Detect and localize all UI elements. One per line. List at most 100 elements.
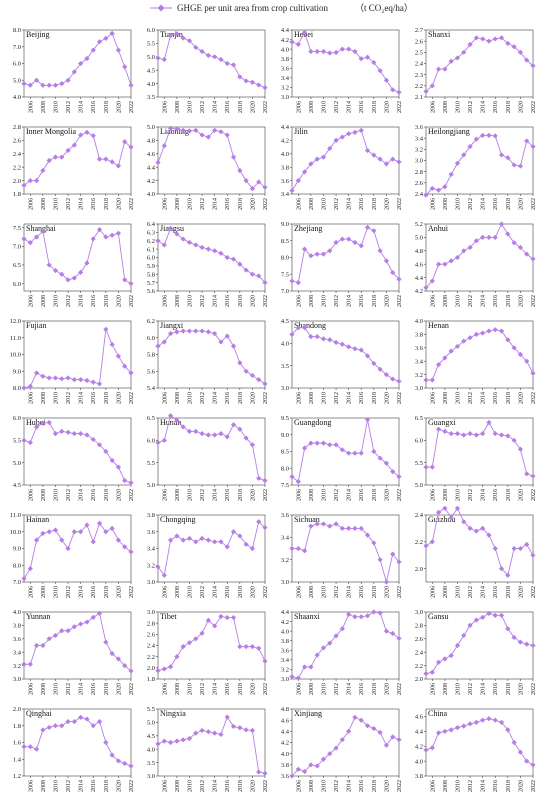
data-point-diamond: [505, 433, 511, 439]
data-point-diamond: [21, 744, 27, 750]
data-point-diamond: [174, 417, 180, 423]
data-point-diamond: [161, 666, 167, 672]
data-point-diamond: [103, 639, 109, 645]
data-point-diamond: [115, 537, 122, 543]
x-tick-label: 2010: [187, 586, 193, 598]
data-point-diamond: [71, 529, 77, 535]
x-tick-label: 2020: [116, 198, 122, 210]
data-point-diamond: [224, 254, 230, 261]
data-point-diamond: [40, 228, 46, 235]
x-tick-label: 2018: [506, 295, 512, 307]
data-point-diamond: [237, 725, 243, 731]
x-tick-label: 2016: [493, 683, 499, 695]
data-point-diamond: [480, 431, 486, 437]
data-point-diamond: [289, 39, 295, 45]
x-tick-label: 2012: [200, 392, 206, 404]
x-tick-label: 2016: [359, 392, 365, 404]
data-point-diamond: [371, 448, 377, 455]
y-tick-label: 3.0: [415, 609, 423, 616]
data-point-diamond: [174, 126, 180, 132]
y-tick-label: 2.8: [415, 169, 423, 176]
x-tick-label: 2010: [187, 198, 193, 210]
data-point-diamond: [339, 737, 345, 743]
y-tick-label: 8.0: [13, 27, 21, 34]
x-tick-label: 2010: [455, 198, 461, 210]
data-point-diamond: [352, 129, 358, 135]
data-point-diamond: [339, 341, 345, 347]
y-tick-label: 3.0: [281, 385, 289, 392]
x-tick-label: 2016: [225, 101, 231, 113]
x-tick-label: 2012: [66, 101, 72, 113]
data-point-diamond: [128, 370, 134, 376]
data-point-diamond: [467, 721, 473, 727]
y-tick-label: 2.1: [415, 94, 423, 101]
y-tick-label: 9.5: [281, 415, 289, 422]
data-point-diamond: [33, 370, 40, 376]
y-tick-label: 6.2: [147, 318, 155, 325]
y-tick-label: 3.4: [281, 657, 290, 664]
data-point-diamond: [230, 62, 237, 68]
x-tick-label: 2014: [481, 683, 487, 695]
data-point-diamond: [262, 184, 268, 190]
data-point-diamond: [256, 475, 262, 481]
data-point-diamond: [295, 325, 301, 331]
data-point-diamond: [346, 525, 352, 531]
y-tick-label: 7.5: [13, 225, 21, 232]
data-point-diamond: [174, 738, 180, 744]
x-tick-label: 2008: [309, 780, 315, 792]
panel: Hainan 7.0 8.0 9.0 10.0 11.0 2006 2008 2010 2012 2…: [10, 512, 135, 598]
data-point-diamond: [155, 343, 161, 349]
data-point-diamond: [71, 624, 77, 630]
data-point-diamond: [167, 413, 174, 419]
x-tick-label: 2008: [309, 295, 315, 307]
y-tick-label: 3.2: [281, 557, 289, 564]
legend-unit: （t CO₂eq/ha）: [355, 3, 413, 13]
x-tick-label: 2016: [91, 586, 97, 598]
data-point-diamond: [109, 752, 115, 758]
data-point-diamond: [205, 52, 211, 59]
data-point-diamond: [262, 85, 268, 91]
data-point-diamond: [65, 147, 71, 154]
y-tick-label: 3.8: [281, 638, 289, 645]
data-point-diamond: [230, 343, 237, 349]
x-tick-label: 2010: [321, 198, 327, 210]
data-point-diamond: [377, 729, 383, 736]
y-tick-label: 4.5: [147, 733, 155, 740]
data-point-diamond: [40, 167, 46, 174]
y-tick-label: 5.2: [415, 221, 423, 228]
data-point-diamond: [59, 428, 65, 434]
data-point-diamond: [492, 133, 498, 139]
data-point-diamond: [262, 770, 268, 776]
x-tick-label: 2010: [187, 101, 193, 113]
data-point-diamond: [78, 377, 84, 383]
panel: Shandong 3.0 3.5 4.0 4.5 2006 2008 2010 2012 2014…: [281, 318, 403, 404]
data-point-diamond: [237, 74, 243, 80]
y-tick-label: 5.0: [147, 720, 155, 727]
panel-title: Yunnan: [26, 612, 50, 621]
y-tick-label: 4.6: [281, 717, 290, 724]
data-point-diamond: [371, 725, 377, 732]
x-tick-label: 2018: [238, 489, 244, 501]
panel-title: Jilin: [294, 127, 308, 136]
x-tick-label: 2006: [430, 683, 436, 695]
y-tick-label: 5.8: [147, 271, 155, 278]
x-tick-label: 2020: [518, 586, 524, 598]
data-point-diamond: [122, 663, 128, 669]
data-point-diamond: [308, 523, 314, 529]
data-point-diamond: [115, 656, 122, 662]
x-tick-label: 2016: [91, 295, 97, 307]
data-point-diamond: [180, 737, 186, 743]
data-point-diamond: [295, 280, 301, 286]
data-point-diamond: [480, 36, 486, 42]
data-point-diamond: [167, 664, 174, 670]
y-tick-label: 10.0: [10, 352, 21, 359]
data-point-diamond: [33, 642, 40, 649]
panel-frame: [157, 611, 266, 680]
x-tick-label: 2012: [66, 780, 72, 792]
x-tick-label: 2010: [53, 198, 59, 210]
y-tick-label: 4.0: [281, 628, 289, 635]
data-point-diamond: [486, 328, 492, 334]
data-point-diamond: [167, 32, 174, 38]
data-point-diamond: [205, 134, 211, 140]
data-point-diamond: [46, 262, 52, 268]
